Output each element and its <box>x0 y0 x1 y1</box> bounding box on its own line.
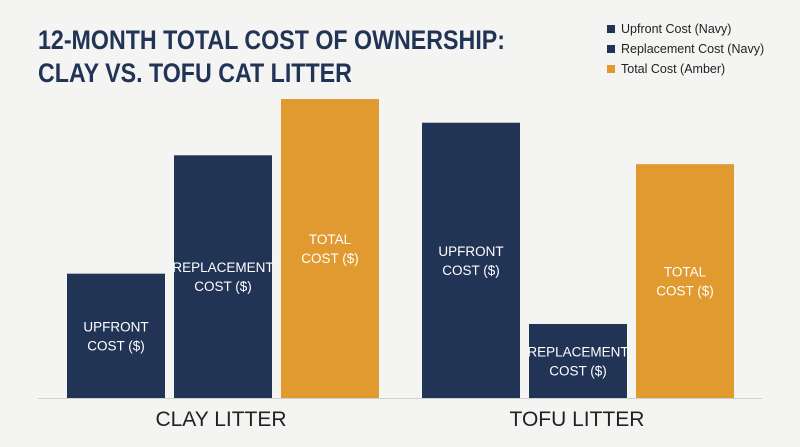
legend-item-replacement: Replacement Cost (Navy) <box>607 39 764 59</box>
legend-label-total: Total Cost (Amber) <box>621 62 726 76</box>
bar-label-tofu-litter-upfront: UPFRONT COST ($) <box>438 244 503 278</box>
legend-label-upfront: Upfront Cost (Navy) <box>621 22 732 36</box>
legend-item-upfront: Upfront Cost (Navy) <box>607 19 764 39</box>
bar-clay-litter-upfront <box>67 273 165 398</box>
bar-tofu-litter-total <box>636 164 734 398</box>
chart-title-line-1: 12-MONTH TOTAL COST OF OWNERSHIP: <box>38 25 505 55</box>
x-tick-label-tofu-litter: TOFU LITTER <box>510 408 645 431</box>
bar-tofu-litter-upfront <box>422 122 520 398</box>
bar-label-clay-litter-upfront: UPFRONT COST ($) <box>83 319 148 353</box>
x-tick-label-clay-litter: CLAY LITTER <box>155 408 286 431</box>
bar-label-tofu-litter-replacement: REPLACEMENT COST ($) <box>527 345 628 379</box>
legend-item-total: Total Cost (Amber) <box>607 59 764 79</box>
bar-clay-litter-total <box>281 99 379 398</box>
bar-label-clay-litter-replacement: REPLACEMENT COST ($) <box>172 260 273 294</box>
bar-tofu-litter-replacement <box>529 324 627 398</box>
chart-title-line-2: CLAY VS. TOFU CAT LITTER <box>38 58 352 88</box>
legend-swatch-replacement <box>607 45 615 53</box>
bar-label-tofu-litter-total: TOTAL COST ($) <box>656 265 714 299</box>
legend: Upfront Cost (Navy) Replacement Cost (Na… <box>607 19 764 79</box>
legend-swatch-upfront <box>607 25 615 33</box>
bar-clay-litter-replacement <box>174 155 272 398</box>
legend-swatch-total <box>607 65 615 73</box>
bar-label-clay-litter-total: TOTAL COST ($) <box>301 232 359 266</box>
legend-label-replacement: Replacement Cost (Navy) <box>621 42 765 56</box>
